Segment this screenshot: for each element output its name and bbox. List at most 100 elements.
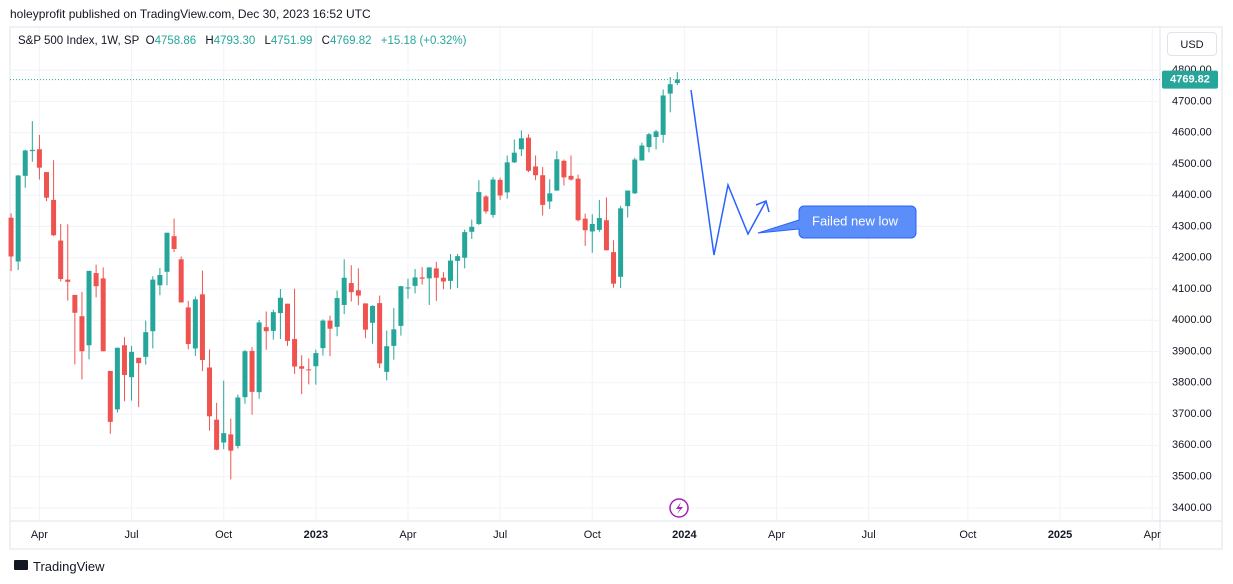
y-tick-label: 4500.00: [1172, 158, 1212, 170]
y-tick-label: 4600.00: [1172, 127, 1212, 139]
y-tick-label: 3900.00: [1172, 345, 1212, 357]
grid: [10, 27, 1160, 521]
candle-body: [306, 369, 312, 371]
candle-body: [540, 175, 546, 205]
candle-body: [362, 303, 368, 330]
candle-body: [86, 270, 92, 346]
candle-body: [646, 134, 652, 148]
candle-body: [79, 316, 85, 352]
candle-body: [36, 149, 42, 168]
chart-frame: [9, 26, 1223, 550]
y-tick-label: 3800.00: [1172, 377, 1212, 389]
candle-body: [334, 298, 340, 327]
candle-body: [270, 312, 276, 331]
candle-body: [263, 327, 269, 332]
ohlc-legend: S&P 500 Index, 1W, SP O4758.86 H4793.30 …: [18, 35, 472, 47]
y-tick-label: 4000.00: [1172, 314, 1212, 326]
ohlc-value: 4751.99: [270, 35, 313, 47]
candle-body: [504, 162, 510, 193]
candle-body: [405, 287, 411, 289]
candle-body: [518, 138, 524, 150]
candle-body: [327, 320, 333, 329]
publisher-line: holeyprofit published on TradingView.com…: [10, 7, 371, 21]
candle-body: [192, 299, 198, 349]
candle-body: [554, 159, 560, 191]
candle-body: [22, 150, 28, 176]
candle-body: [462, 232, 468, 258]
candle-body: [511, 152, 517, 163]
candle-body: [419, 277, 425, 279]
ohlc-value: 4793.30: [213, 35, 256, 47]
candles: [8, 72, 680, 480]
candle-body: [178, 259, 184, 303]
candle-body: [51, 199, 57, 236]
candle-body: [292, 339, 298, 367]
candle-body: [391, 329, 397, 346]
ohlc-value: 4769.82: [329, 35, 372, 47]
candle-body: [384, 346, 390, 372]
candle-body: [575, 178, 581, 221]
candle-body: [15, 175, 21, 262]
candle-body: [582, 218, 588, 231]
candle-body: [596, 218, 602, 230]
candle-body: [547, 193, 553, 202]
drawn-path: [690, 89, 767, 256]
candle-body: [221, 433, 227, 443]
candle-body: [150, 279, 156, 332]
candle-body: [674, 79, 680, 84]
candle-body: [660, 95, 666, 135]
candle-body: [320, 320, 326, 349]
candle-body: [256, 322, 262, 393]
candle-body: [58, 240, 64, 280]
ohlc-key: L: [264, 35, 271, 47]
candle-body: [299, 366, 305, 369]
candle-body: [448, 260, 454, 281]
candle-body: [44, 172, 50, 198]
candle-body: [568, 175, 574, 180]
candle-body: [8, 217, 14, 257]
x-tick-label: Apr: [768, 529, 785, 541]
candle-body: [29, 149, 35, 152]
candle-body: [341, 277, 347, 305]
candle-body: [426, 267, 432, 279]
y-tick-label: 3400.00: [1172, 502, 1212, 514]
candle-body: [625, 190, 631, 207]
x-tick-label: 2024: [672, 529, 697, 541]
last-price-box: [1162, 70, 1218, 89]
y-tick-label: 3600.00: [1172, 439, 1212, 451]
candle-body: [100, 278, 106, 352]
candle-body: [199, 294, 205, 360]
candle-body: [433, 268, 439, 278]
candle-body: [114, 347, 120, 410]
candle-body: [157, 274, 163, 286]
candle-body: [242, 351, 248, 398]
brand-logo: [14, 560, 28, 570]
currency-button[interactable]: USD: [1167, 32, 1217, 56]
candle-body: [398, 286, 404, 326]
candle-body: [93, 273, 99, 287]
candle-body: [228, 434, 234, 451]
candle-body: [164, 232, 170, 272]
x-tick-label: Apr: [1144, 529, 1161, 541]
x-tick-label: Jul: [125, 529, 139, 541]
y-tick-label: 3700.00: [1172, 408, 1212, 420]
x-tick-label: 2023: [304, 529, 328, 541]
events-bolt: [676, 502, 683, 514]
callout: [757, 205, 917, 239]
candle-body: [533, 166, 539, 176]
ohlc-key: H: [205, 35, 214, 47]
candle-body: [313, 353, 319, 367]
brand: TradingView: [33, 559, 105, 574]
candle-body: [525, 137, 531, 171]
candle-body: [214, 419, 220, 450]
candle-body: [235, 397, 241, 446]
candle-body: [490, 179, 496, 215]
candle-body: [143, 332, 149, 357]
candle-body: [639, 145, 645, 161]
ohlc-value: 4758.86: [154, 35, 197, 47]
candle-body: [667, 84, 673, 94]
ohlc-key: O: [145, 35, 155, 47]
x-tick-label: 2025: [1048, 529, 1072, 541]
